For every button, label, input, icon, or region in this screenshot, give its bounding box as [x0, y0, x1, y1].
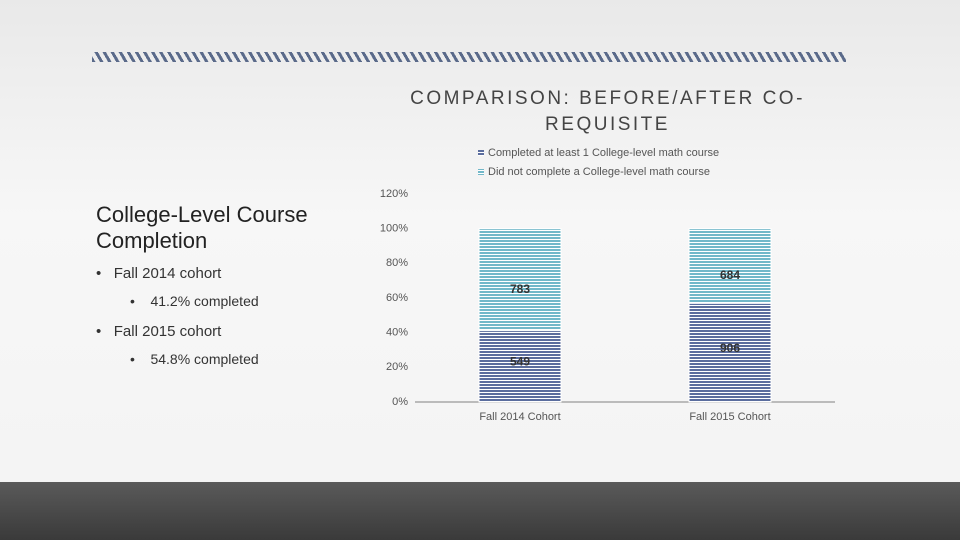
- y-tick-label: 40%: [386, 327, 408, 339]
- data-label: 783: [510, 282, 530, 296]
- y-tick-label: 60%: [386, 292, 408, 304]
- bullet-text: Fall 2014 cohort: [113, 265, 222, 282]
- y-tick-label: 100%: [380, 223, 408, 235]
- bar-segment: [688, 302, 772, 403]
- sub-bullet: • 54.8% completed: [130, 351, 259, 367]
- decor-stripe: [92, 52, 846, 62]
- bar-segment: [688, 228, 772, 304]
- bullet: • Fall 2015 cohort: [96, 323, 222, 340]
- legend-swatch: [478, 169, 484, 175]
- data-label: 906: [720, 341, 740, 355]
- legend-swatch: [478, 150, 484, 156]
- data-label: 684: [720, 268, 740, 282]
- x-tick-label: Fall 2014 Cohort: [479, 411, 560, 423]
- x-tick-label: Fall 2015 Cohort: [689, 411, 770, 423]
- y-tick-label: 80%: [386, 257, 408, 269]
- y-tick-label: 0%: [392, 396, 408, 408]
- floor: [0, 482, 960, 540]
- bar-segment: [478, 330, 562, 403]
- chart-title: COMPARISON: BEFORE/AFTER CO-REQUISITE: [410, 88, 805, 135]
- y-tick-label: 120%: [380, 188, 408, 200]
- sub-bullet-text: 41.2% completed: [150, 293, 259, 309]
- legend-label: Did not complete a College-level math co…: [488, 166, 710, 178]
- bullet: • Fall 2014 cohort: [96, 265, 222, 282]
- sub-bullet: • 41.2% completed: [130, 293, 259, 309]
- sub-bullet-text: 54.8% completed: [150, 351, 259, 367]
- bullet-text: Fall 2015 cohort: [113, 323, 222, 340]
- bar-segment: [478, 228, 562, 332]
- y-tick-label: 20%: [386, 361, 408, 373]
- heading: College-Level Course Completion: [96, 202, 308, 253]
- data-label: 549: [510, 354, 530, 368]
- legend-label: Completed at least 1 College-level math …: [488, 147, 719, 159]
